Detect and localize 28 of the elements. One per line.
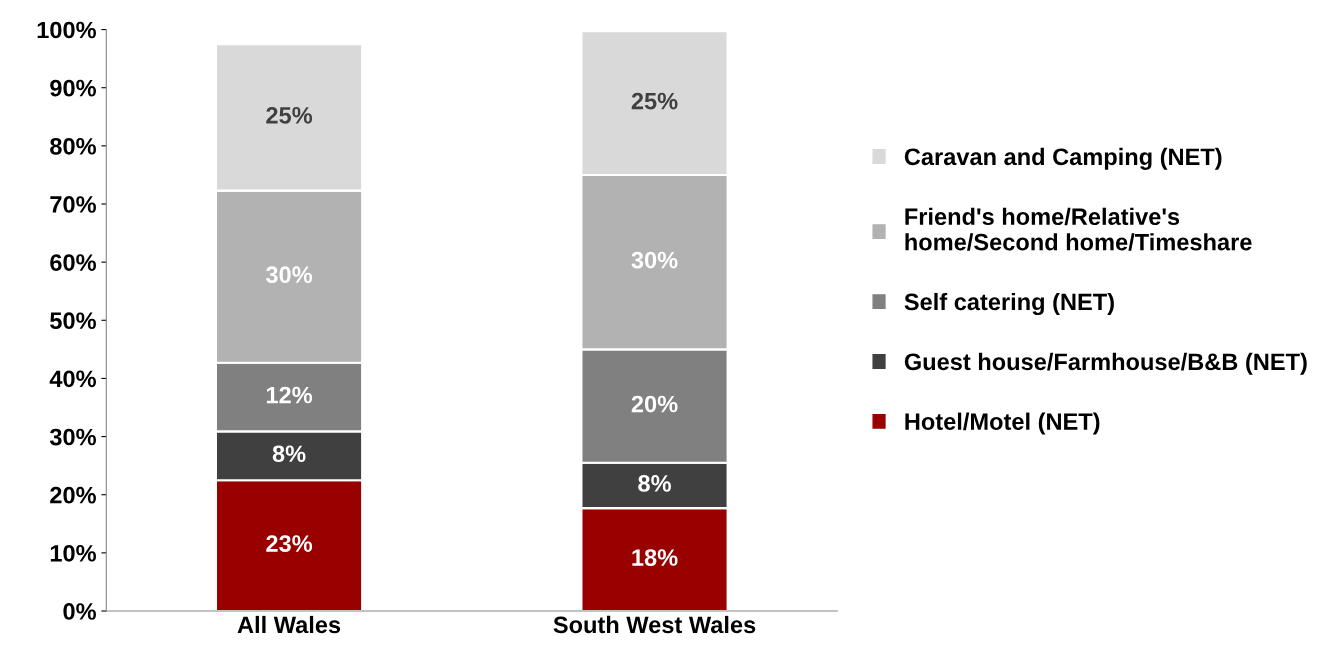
y-tick-label: 60% xyxy=(50,254,96,271)
y-tick-label: 100% xyxy=(37,21,96,39)
x-tick-label: South West Wales xyxy=(553,615,756,634)
data-label: 23% xyxy=(266,535,313,552)
data-label: 25% xyxy=(631,92,678,110)
data-label: 30% xyxy=(631,251,678,269)
y-tick-label: 30% xyxy=(49,428,96,446)
y-tick-label: 10% xyxy=(50,544,96,562)
y-tick-label: 20% xyxy=(50,486,96,504)
data-label: 20% xyxy=(631,395,678,413)
legend-label: Self catering (NET) xyxy=(904,292,1114,316)
y-tick-label: 70% xyxy=(50,196,96,213)
data-label: 18% xyxy=(632,549,678,566)
legend-label: Hotel/Motel (NET) xyxy=(905,412,1100,435)
data-label: 30% xyxy=(265,266,313,284)
y-tick-label: 90% xyxy=(50,79,96,97)
y-tick-label: 40% xyxy=(49,370,96,388)
data-label: 12% xyxy=(266,386,313,404)
x-tick-label: All Wales xyxy=(237,615,341,634)
y-tick-label: 50% xyxy=(50,312,96,330)
data-label: 25% xyxy=(266,106,313,124)
y-tick-label: 0% xyxy=(63,603,96,620)
legend-label: Friend's home/Relative's home/Second home/Timeshare xyxy=(905,207,1252,251)
legend-label: Guest house/Farmhouse/B&B (NET) xyxy=(904,352,1307,375)
y-tick-label: 80% xyxy=(50,137,96,155)
data-label: 8% xyxy=(638,475,671,492)
legend-label: Caravan and Camping (NET) xyxy=(904,147,1222,170)
data-label: 8% xyxy=(272,445,306,463)
